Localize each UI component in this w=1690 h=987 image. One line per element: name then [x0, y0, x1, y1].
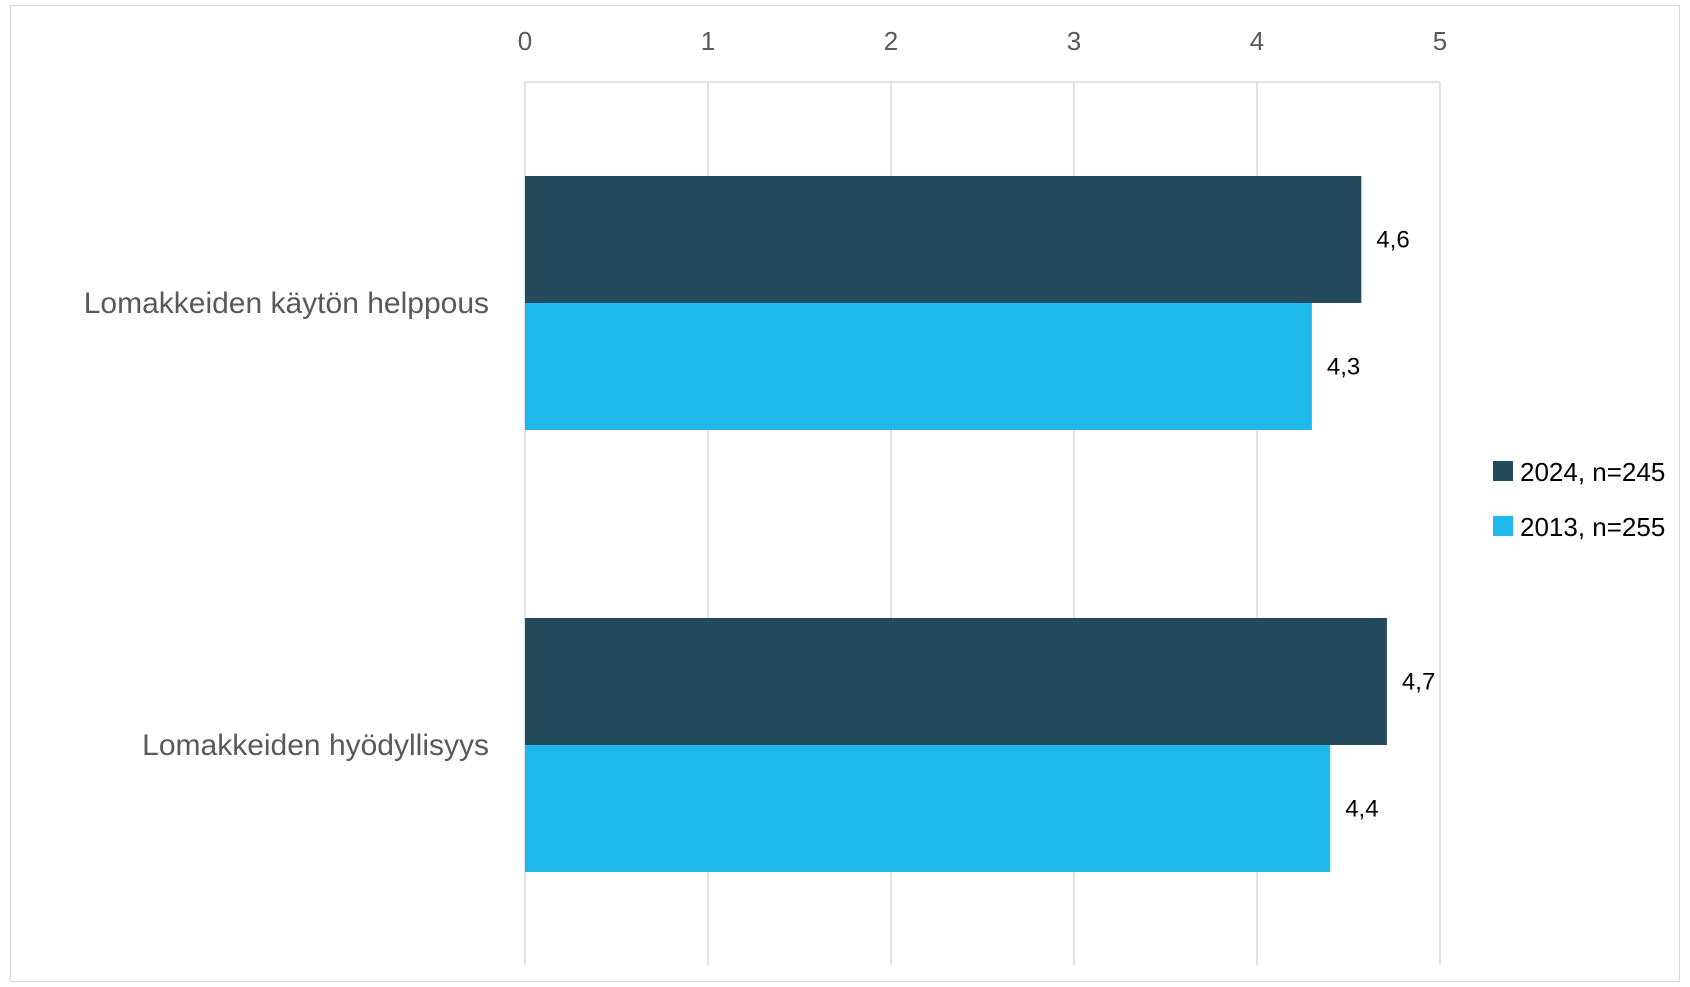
x-tick-label-2: 2 — [884, 26, 898, 56]
data-label-2-series-1: 4,7 — [1402, 669, 1435, 696]
x-axis-ticks: 0 1 2 3 4 5 — [518, 26, 1447, 56]
bar-2-series-1 — [525, 618, 1387, 745]
category-labels: Lomakkeiden käytön helppous Lomakkeiden h… — [84, 287, 489, 762]
data-label-1-series-1: 4,6 — [1376, 227, 1409, 254]
legend-swatch-1 — [1493, 461, 1513, 481]
x-tick-label-0: 0 — [518, 26, 532, 56]
x-tick-label-4: 4 — [1250, 26, 1264, 56]
bar-1-series-2 — [525, 303, 1312, 430]
x-tick-label-5: 5 — [1433, 26, 1447, 56]
x-tick-label-1: 1 — [701, 26, 715, 56]
legend-swatch-2 — [1493, 516, 1513, 536]
bar-2-series-2 — [525, 745, 1331, 872]
data-label-1-series-2: 4,3 — [1327, 354, 1360, 381]
legend-label-2: 2013, n=255 — [1520, 512, 1665, 542]
legend-label-1: 2024, n=245 — [1520, 457, 1665, 487]
bars: 4,6 4,3 4,7 4,4 — [525, 176, 1435, 872]
category-label-2: Lomakkeiden hyödyllisyys — [142, 729, 489, 762]
x-tick-label-3: 3 — [1067, 26, 1081, 56]
category-label-1: Lomakkeiden käytön helppous — [84, 287, 489, 320]
data-label-2-series-2: 4,4 — [1345, 796, 1378, 823]
bar-1-series-1 — [525, 176, 1362, 303]
legend: 2024, n=245 2013, n=255 — [1493, 457, 1665, 542]
